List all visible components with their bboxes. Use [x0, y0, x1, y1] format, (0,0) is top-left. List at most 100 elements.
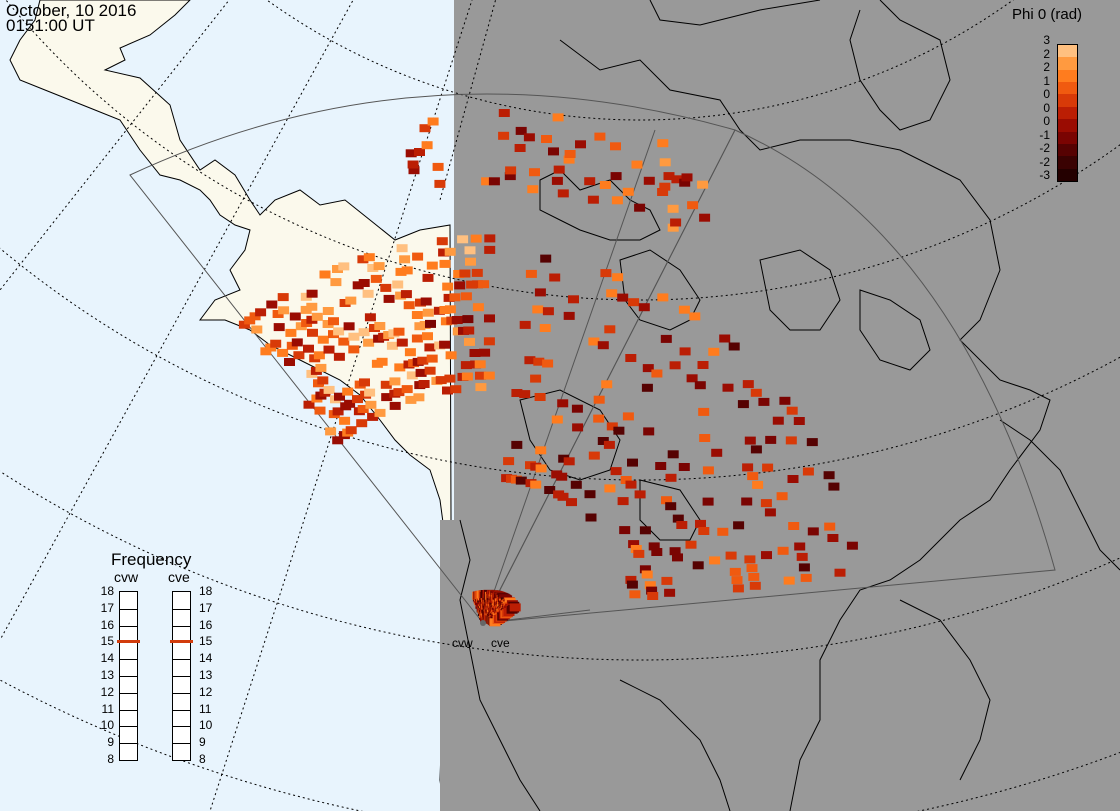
radar-data-cell: [417, 356, 429, 365]
radar-data-cell: [625, 480, 637, 489]
radar-data-cell: [742, 380, 754, 389]
radar-data-cell: [741, 497, 753, 506]
radar-data-cell: [606, 289, 618, 298]
night-region-lower: [440, 520, 456, 811]
radar-data-cell: [338, 337, 350, 346]
radar-data-cell: [657, 188, 669, 196]
radar-data-cell: [314, 406, 326, 415]
radar-data-cell: [806, 438, 818, 447]
radar-data-cell: [395, 267, 407, 276]
radar-data-cell: [669, 361, 681, 370]
radar-data-cell: [339, 416, 351, 425]
color-scale-label: -2: [1039, 141, 1050, 155]
radar-data-cell: [380, 380, 392, 389]
radar-data-cell: [348, 332, 360, 341]
color-scale-label: 2: [1043, 46, 1050, 61]
radar-data-cell: [747, 472, 759, 481]
radar-data-cell: [422, 308, 434, 317]
radar-data-cell: [557, 189, 569, 198]
radar-data-cell: [396, 338, 408, 347]
radar-data-cell: [273, 323, 285, 332]
radar-data-cell: [530, 374, 542, 383]
radar-data-cell: [563, 155, 575, 164]
radar-data-cell: [464, 246, 476, 255]
radar-data-cell: [439, 259, 451, 268]
radar-data-cell: [798, 563, 810, 572]
radar-data-cell: [689, 312, 701, 321]
frequency-tick-cvw: 15: [100, 634, 114, 649]
radar-data-cell: [367, 264, 379, 272]
radar-data-cell: [413, 393, 425, 402]
radar-data-cell: [617, 293, 629, 302]
radar-data-cell: [643, 176, 655, 185]
radar-data-cell: [424, 343, 436, 352]
radar-data-cell: [511, 389, 523, 397]
radar-data-cell: [786, 406, 798, 415]
radar-data-cell: [332, 436, 344, 445]
radar-data-cell: [405, 149, 417, 158]
radar-data-cell: [358, 279, 370, 287]
color-scale-label: -2: [1039, 154, 1050, 169]
radar-data-cell: [612, 273, 624, 282]
radar-data-cell: [672, 514, 684, 523]
radar-data-cell: [587, 195, 599, 204]
radar-data-cell: [459, 269, 471, 278]
frequency-tick-cvw: 12: [100, 684, 114, 699]
radar-data-cell: [535, 446, 547, 455]
radar-data-cell: [373, 262, 385, 271]
land-alaska: [9, 0, 453, 811]
radar-data-cell: [697, 180, 709, 189]
radar-data-cell: [364, 313, 376, 322]
radar-data-cell: [672, 553, 683, 562]
radar-data-cell: [426, 354, 438, 363]
radar-data-cell: [646, 586, 658, 595]
radar-data-cell: [744, 555, 756, 564]
radar-data-cell: [357, 255, 369, 264]
color-scale-swatch: [1058, 143, 1077, 157]
radar-data-cell: [469, 349, 481, 357]
radar-data-cell: [475, 371, 486, 380]
color-scale-swatch: [1058, 82, 1077, 95]
radar-data-cell: [642, 364, 654, 373]
radar-data-cell: [758, 397, 770, 406]
radar-data-cell: [426, 261, 438, 270]
radar-data-cell: [634, 203, 646, 212]
radar-data-cell: [737, 400, 749, 409]
radar-data-cell: [498, 109, 510, 117]
radar-data-cell: [692, 561, 704, 570]
radar-data-cell: [475, 383, 487, 392]
longitude-lines: [0, 0, 497, 811]
radar-data-cell: [750, 445, 762, 454]
radar-data-cell: [352, 395, 363, 404]
radar-data-cell: [317, 335, 329, 344]
radar-data-cell: [359, 378, 370, 387]
radar-data-cell: [307, 328, 318, 337]
radar-data-cell: [823, 471, 835, 480]
radar-data-cell: [699, 434, 711, 442]
radar-data-cell: [570, 480, 582, 489]
radar-data-cell: [401, 385, 413, 394]
radar-data-cell: [285, 328, 297, 337]
radar-data-cell: [628, 540, 640, 549]
radar-data-cell: [365, 400, 377, 409]
radar-data-cell: [450, 385, 462, 394]
frequency-tick-cvw: 16: [100, 617, 114, 632]
frequency-marker: [117, 640, 140, 644]
radar-data-cell: [610, 467, 622, 476]
radar-data-cell: [278, 306, 290, 315]
radar-data-cell: [470, 234, 482, 243]
frequency-tick-cve: 12: [199, 684, 213, 699]
radar-data-cell: [414, 148, 425, 156]
radar-data-cell: [535, 464, 547, 473]
color-scale-swatch: [1058, 106, 1077, 120]
radar-data-cell: [744, 436, 756, 445]
radar-data-cell: [464, 337, 475, 346]
frequency-tick-cvw: 9: [107, 735, 114, 750]
color-scale-swatch: [1058, 156, 1077, 170]
radar-data-cell: [793, 417, 805, 425]
color-scale-swatch: [1058, 119, 1077, 133]
radar-data-cell: [824, 522, 836, 531]
radar-data-cell: [511, 440, 523, 449]
radar-data-cell: [568, 295, 579, 304]
radar-data-cell: [443, 293, 455, 302]
